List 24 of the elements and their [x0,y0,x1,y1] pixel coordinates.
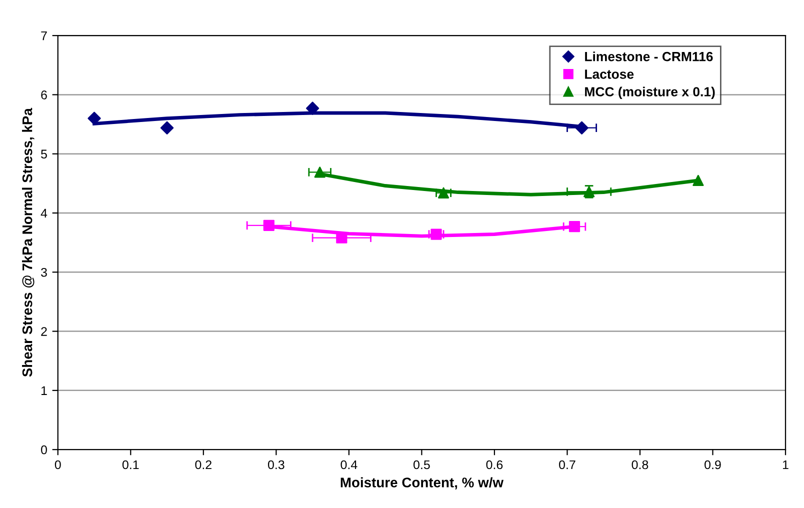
x-tick-label: 0.5 [414,460,430,470]
y-tick-label: 4 [40,208,48,218]
x-tick-label: 0.2 [195,460,212,470]
x-tick-label: 0 [54,460,61,470]
x-tick-label: 0.7 [559,460,576,470]
y-tick-label: 1 [41,386,47,395]
y-tick-label: 2 [41,327,47,336]
y-tick-label: 6 [41,90,47,100]
y-axis-title: Shear Stress @ 7kPa Normal Stress, kPa [22,108,34,377]
legend-label: Lactose [585,70,634,79]
x-tick-label: 0.9 [704,460,721,470]
x-tick-label: 0.4 [340,460,358,470]
x-tick-label: 0.8 [632,460,648,470]
x-tick-label: 1 [782,460,788,470]
x-tick-label: 0.1 [122,460,139,470]
x-axis-title: Moisture Content, % w/w [340,477,504,490]
x-tick-label: 0.3 [268,460,284,470]
y-tick-label: 3 [40,268,47,277]
y-tick-label: 5 [41,150,47,159]
legend-label: MCC (moisture x 0.1) [585,86,715,100]
y-tick-label: 7 [41,31,47,40]
legend-label: Limestone - CRM116 [585,52,713,62]
y-tick-label: 0 [41,445,47,454]
x-tick-label: 0.6 [486,460,503,470]
